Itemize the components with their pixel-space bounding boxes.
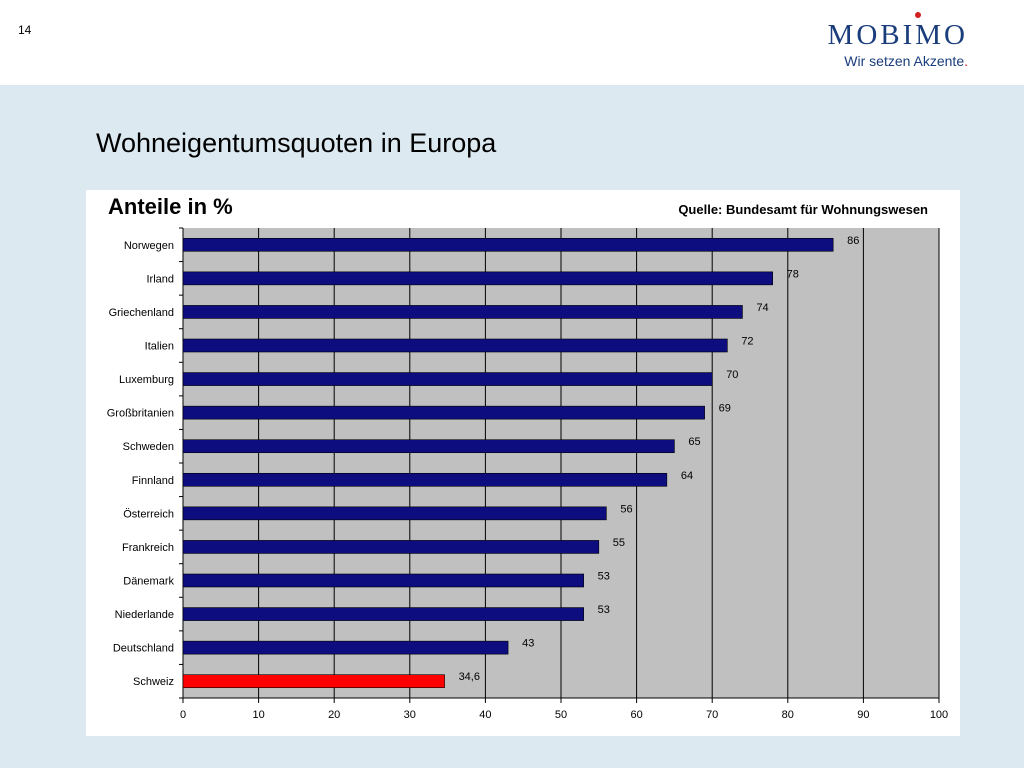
category-label: Griechenland <box>109 307 174 319</box>
value-label: 34,6 <box>459 671 480 683</box>
category-label: Norwegen <box>124 240 174 252</box>
value-label: 65 <box>688 436 700 448</box>
bar-6 <box>182 439 675 454</box>
bar-8 <box>182 506 607 521</box>
value-label: 86 <box>847 235 859 247</box>
x-tick-label: 10 <box>252 709 264 721</box>
value-label: 70 <box>726 369 738 381</box>
value-label: 56 <box>620 503 632 515</box>
x-tick-label: 100 <box>930 709 948 721</box>
bar-3 <box>182 338 728 353</box>
bar-13 <box>182 674 445 689</box>
bar-5 <box>182 405 705 420</box>
category-label: Großbritanien <box>107 408 174 420</box>
page-number: 14 <box>18 23 32 37</box>
category-label: Deutschland <box>113 643 174 655</box>
category-label: Luxemburg <box>119 374 174 386</box>
x-tick-label: 50 <box>555 709 567 721</box>
x-tick-label: 60 <box>630 709 642 721</box>
bar-0 <box>182 237 834 252</box>
category-label: Schweiz <box>133 676 174 688</box>
x-tick-label: 40 <box>479 709 491 721</box>
category-label: Frankreich <box>122 542 174 554</box>
category-label: Italien <box>145 341 174 353</box>
category-label: Schweden <box>123 441 174 453</box>
category-label: Niederlande <box>115 609 174 621</box>
bar-7 <box>182 472 668 487</box>
value-label: 55 <box>613 537 625 549</box>
bar-9 <box>182 540 600 554</box>
chart-source: Quelle: Bundesamt für Wohnungswesen <box>678 202 928 217</box>
logo-tagline-dot: . <box>964 53 968 69</box>
chart-title: Anteile in % <box>108 194 233 219</box>
value-label: 69 <box>719 403 731 415</box>
chart-panel: Anteile in % Quelle: Bundesamt für Wohnu… <box>86 190 960 736</box>
bar-10 <box>182 573 584 588</box>
category-label: Dänemark <box>123 576 174 588</box>
value-label: 78 <box>787 268 799 280</box>
x-tick-label: 70 <box>706 709 718 721</box>
logo-accent-dot <box>914 12 921 18</box>
logo-name: MOBIMO <box>827 19 968 51</box>
x-tick-label: 90 <box>857 709 869 721</box>
value-label: 43 <box>522 638 534 650</box>
bar-12 <box>182 640 509 655</box>
bar-2 <box>182 305 743 319</box>
value-label: 53 <box>598 604 610 616</box>
plot-area: 0 10 20 30 40 50 60 70 80 90 100 Norwegen 86 Irland 78… <box>107 227 948 721</box>
category-label: Finnland <box>132 475 174 487</box>
value-label: 53 <box>598 571 610 583</box>
x-tick-label: 30 <box>404 709 416 721</box>
bar-chart: Anteile in % Quelle: Bundesamt für Wohnu… <box>107 194 948 721</box>
logo-tagline-text: Wir setzen Akzente <box>844 53 965 69</box>
value-label: 74 <box>756 302 768 314</box>
logo-tagline: Wir setzen Akzente. <box>828 53 968 69</box>
bar-4 <box>182 372 713 386</box>
category-label: Irland <box>146 273 174 285</box>
x-tick-label: 20 <box>328 709 340 721</box>
x-tick-label: 0 <box>180 709 186 721</box>
value-label: 72 <box>741 336 753 348</box>
value-label: 64 <box>681 470 693 482</box>
bar-1 <box>182 271 773 286</box>
mobimo-logo: MOBIMO Wir setzen Akzente. <box>827 12 968 69</box>
slide-title: Wohneigentumsquoten in Europa <box>96 128 497 158</box>
category-label: Österreich <box>123 508 174 520</box>
header-bar: 14 MOBIMO Wir setzen Akzente. <box>0 0 1024 85</box>
logo-wordmark: MOBIMO <box>827 12 968 51</box>
bar-11 <box>182 607 584 621</box>
x-tick-label: 80 <box>782 709 794 721</box>
